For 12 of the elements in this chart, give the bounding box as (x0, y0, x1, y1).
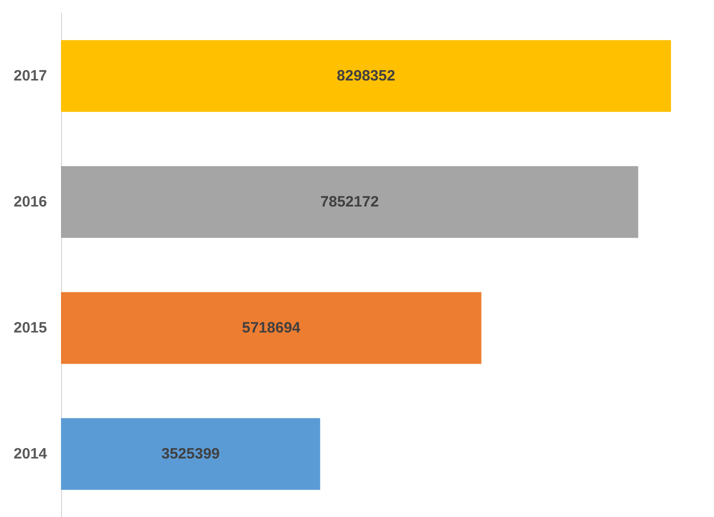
bar (61, 292, 482, 364)
bar (61, 418, 320, 490)
y-tick-label: 2014 (14, 446, 48, 462)
bar (61, 166, 638, 238)
y-tick-label: 2017 (14, 68, 47, 84)
data-label: 3525399 (161, 446, 220, 462)
data-label: 5718694 (242, 320, 302, 336)
data-label: 8298352 (336, 68, 396, 84)
data-label: 7852172 (320, 194, 379, 210)
y-tick-label: 2015 (14, 320, 47, 336)
bar (61, 40, 671, 112)
y-tick-label: 2016 (14, 194, 47, 210)
